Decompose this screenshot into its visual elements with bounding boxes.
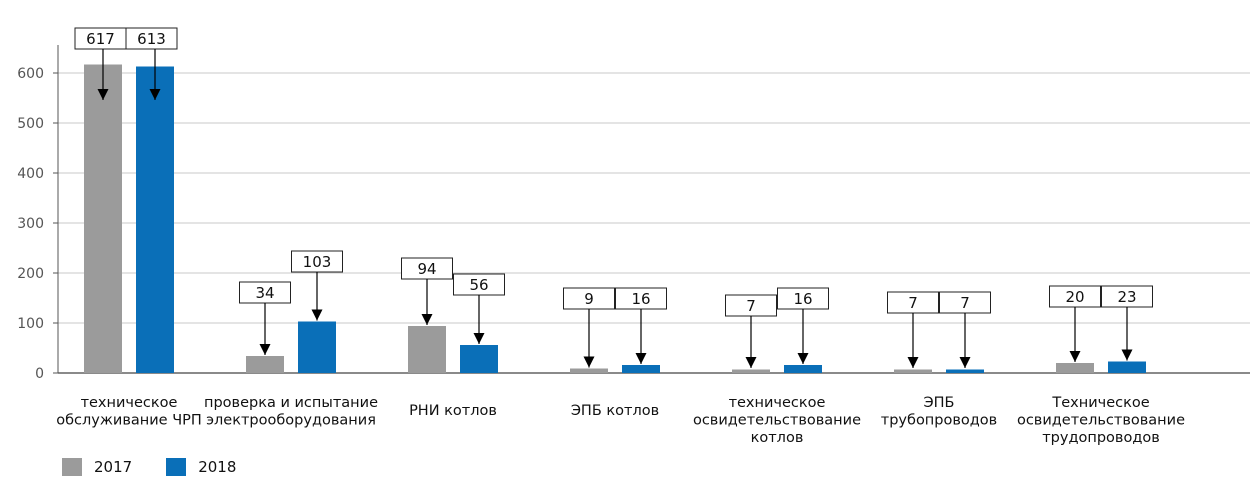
legend: 2017 2018 (62, 456, 270, 478)
bar-2018-4 (784, 365, 822, 373)
bar-2017-2 (408, 326, 446, 373)
bar-2017-5 (894, 369, 932, 373)
bar-2018-6 (1108, 361, 1146, 373)
x-category-label-line-1-0: проверка и испытание (204, 395, 378, 411)
y-tick-label-400: 400 (17, 166, 44, 182)
data-label-2017-5: 7 (908, 294, 918, 312)
x-category-label-5: ЭПБ трубопроводов (881, 395, 997, 429)
gridlines (58, 72, 1250, 374)
data-label-2018-1: 103 (303, 253, 332, 271)
bar-2018-2 (460, 345, 498, 373)
data-label-2017-6: 20 (1065, 288, 1084, 306)
x-category-label-3: ЭПБ котлов (571, 403, 659, 419)
bar-2017-4 (732, 369, 770, 373)
legend-label-2017: 2017 (94, 458, 133, 476)
bar-2018-3 (622, 365, 660, 373)
x-category-label-line-5-1: трубопроводов (881, 413, 997, 429)
y-tick-label-600: 600 (17, 66, 44, 82)
bar-2018-0 (136, 66, 174, 373)
data-label-2017-0: 617 (86, 30, 115, 48)
bar-2018-1 (298, 321, 336, 373)
x-category-label-line-0-0: техническое (81, 395, 178, 411)
legend-item-2017: 2017 (62, 458, 132, 476)
data-label-2018-6: 23 (1117, 288, 1136, 306)
x-category-label-line-4-1: освидетельствование (693, 413, 861, 429)
y-tick-label-100: 100 (17, 316, 44, 332)
data-label-2018-3: 16 (631, 290, 650, 308)
x-category-label-2: РНИ котлов (409, 403, 497, 419)
data-label-2018-5: 7 (960, 294, 970, 312)
x-category-label-line-6-2: трудопроводов (1042, 430, 1160, 446)
data-label-2017-4: 7 (746, 297, 756, 315)
data-label-2018-0: 613 (137, 30, 166, 48)
x-category-label-line-4-0: техническое (729, 395, 826, 411)
data-label-2018-4: 16 (793, 290, 812, 308)
x-category-label-line-1-1: электрооборудования (206, 413, 376, 429)
x-category-label-6: Техническое освидетельствование трудопрово… (1017, 395, 1185, 446)
legend-item-2018: 2018 (166, 458, 236, 476)
data-label-2017-2: 94 (417, 260, 436, 278)
x-category-label-line-3-0: ЭПБ котлов (571, 403, 659, 419)
y-tick-label-200: 200 (17, 266, 44, 282)
data-label-box-2018-0 (125, 27, 178, 50)
x-category-label-line-5-0: ЭПБ (924, 395, 955, 411)
x-category-label-line-6-1: освидетельствование (1017, 413, 1185, 429)
x-category-label-0: техническое обслуживание ЧРП (56, 395, 202, 429)
bar-2017-0 (84, 64, 122, 373)
bars (84, 64, 1146, 373)
legend-swatch-2018 (166, 458, 187, 476)
y-tick-label-500: 500 (17, 116, 44, 132)
bar-2017-3 (570, 368, 608, 373)
y-tick-label-300: 300 (17, 216, 44, 232)
x-category-label-line-4-2: котлов (751, 430, 804, 446)
x-category-label-line-0-1: обслуживание ЧРП (56, 413, 202, 429)
bar-2018-5 (946, 369, 984, 373)
x-category-label-line-6-0: Техническое (1051, 395, 1149, 411)
x-category-label-1: проверка и испытание электрооборудования (204, 395, 378, 429)
bar-2017-6 (1056, 363, 1094, 373)
bar-2017-1 (246, 356, 284, 373)
legend-swatch-2017 (62, 458, 82, 476)
x-category-label-line-2-0: РНИ котлов (409, 403, 497, 419)
data-label-2018-2: 56 (469, 276, 488, 294)
data-label-2017-1: 34 (255, 284, 274, 302)
x-category-label-4: техническое освидетельствование котлов (693, 395, 861, 446)
y-axis: 0 100 200 300 400 500 600 (17, 45, 59, 382)
legend-label-2018: 2018 (198, 458, 237, 476)
data-labels: 617 613 34 103 94 56 9 16 7 16 7 7 20 23 (74, 27, 1153, 368)
data-label-2017-3: 9 (584, 290, 594, 308)
y-tick-label-0: 0 (35, 366, 44, 382)
